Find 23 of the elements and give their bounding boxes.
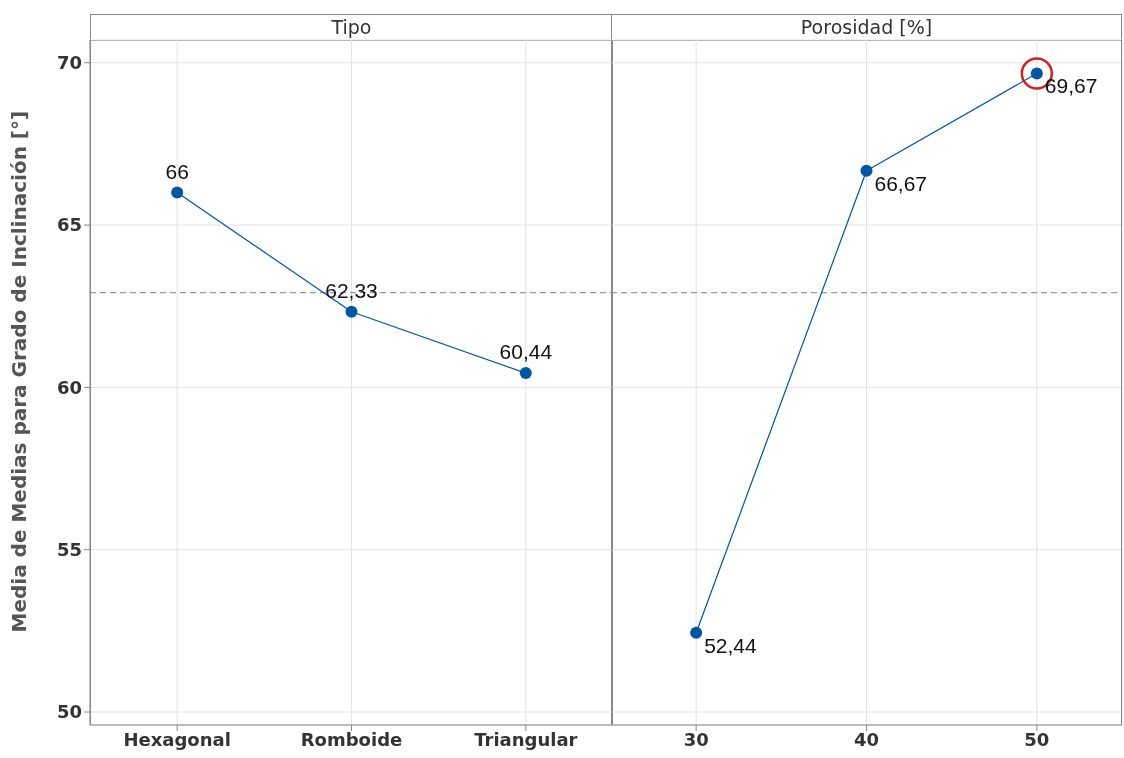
x-tick-label: 30 [683, 728, 709, 750]
data-label: 52,44 [704, 633, 758, 657]
y-axis-title: Media de Medias para Grado de Inclinación [°] [7, 110, 32, 633]
data-label: 66,67 [874, 171, 928, 195]
point [171, 186, 184, 199]
point [345, 305, 358, 318]
data-label: 66 [165, 159, 189, 183]
y-tick-label: 55 [56, 539, 82, 561]
point [519, 367, 532, 380]
x-tick-label: Romboide [300, 728, 403, 750]
x-tick-label: 40 [853, 728, 880, 750]
data-label: 62,33 [325, 278, 378, 302]
y-tick-label: 65 [56, 214, 82, 236]
chart-title: Porosidad [%] [611, 14, 1122, 41]
data-label: 69,67 [1044, 74, 1098, 98]
x-tick-label: Triangular [474, 728, 578, 750]
x-tick-label: 50 [1024, 728, 1050, 750]
x-tick-label: Hexagonal [123, 728, 231, 750]
data-label: 60,44 [499, 340, 553, 364]
y-tick-label: 60 [56, 376, 82, 398]
y-tick-label: 50 [56, 701, 82, 723]
chart-title: Tipo [90, 14, 613, 41]
y-tick-label: 70 [56, 52, 82, 74]
